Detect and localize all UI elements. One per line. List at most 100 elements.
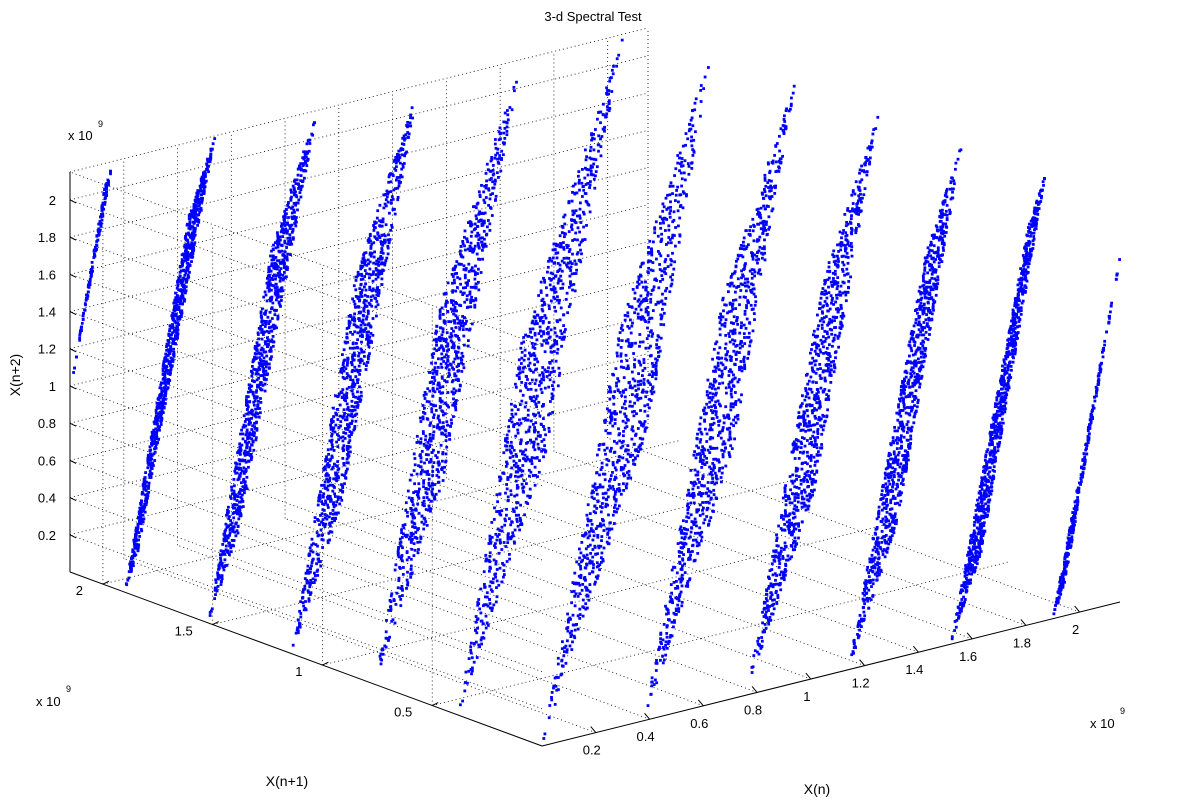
- data-point: [756, 642, 760, 646]
- data-point: [906, 454, 910, 458]
- data-point: [956, 157, 960, 161]
- data-point: [743, 366, 747, 369]
- data-point: [730, 447, 734, 450]
- data-point: [1109, 310, 1112, 314]
- data-point: [760, 636, 763, 639]
- data-point: [691, 124, 695, 128]
- data-point: [750, 254, 754, 257]
- data-point: [954, 161, 958, 165]
- data-point: [973, 520, 976, 524]
- data-point: [997, 444, 1001, 448]
- data-point: [627, 418, 630, 422]
- data-point: [877, 544, 880, 548]
- data-point: [892, 452, 896, 456]
- data-point: [789, 104, 793, 108]
- data-point: [978, 522, 982, 526]
- data-point: [898, 397, 901, 401]
- data-point: [885, 489, 888, 493]
- data-point: [753, 270, 757, 274]
- data-point: [767, 179, 771, 182]
- data-point: [670, 568, 674, 572]
- data-point: [899, 438, 902, 442]
- data-point: [718, 327, 722, 331]
- data-point: [921, 309, 925, 313]
- data-point: [700, 535, 704, 539]
- data-point: [805, 425, 809, 428]
- data-point: [1011, 339, 1015, 343]
- grid-line: [69, 534, 543, 710]
- data-point: [793, 479, 796, 483]
- data-point: [626, 460, 630, 464]
- data-point: [986, 509, 990, 513]
- data-point: [1011, 360, 1015, 364]
- data-point: [679, 590, 683, 594]
- data-point: [1021, 292, 1025, 296]
- data-point: [650, 335, 654, 338]
- data-point: [991, 468, 995, 472]
- data-point: [771, 159, 775, 163]
- data-point: [881, 549, 884, 553]
- data-point: [936, 246, 940, 250]
- data-point: [611, 461, 615, 464]
- data-point: [607, 527, 611, 531]
- data-point: [619, 327, 623, 330]
- data-point: [638, 361, 642, 364]
- data-point: [617, 487, 621, 490]
- data-point: [889, 538, 893, 541]
- data-point: [941, 241, 944, 244]
- data-point: [696, 531, 700, 535]
- data-point: [553, 703, 557, 706]
- data-point: [616, 354, 619, 358]
- data-point: [825, 415, 829, 419]
- data-point: [993, 424, 996, 428]
- data-point: [757, 249, 761, 253]
- data-point: [891, 436, 895, 439]
- data-point: [894, 522, 898, 526]
- data-point: [613, 503, 617, 507]
- data-point: [621, 419, 625, 423]
- data-point: [637, 380, 640, 383]
- data-point: [797, 524, 800, 528]
- data-point: [733, 331, 737, 335]
- data-point: [976, 498, 979, 502]
- data-point: [623, 473, 627, 477]
- data-point: [701, 458, 705, 462]
- data-point: [917, 299, 920, 303]
- data-point: [695, 510, 699, 514]
- data-point: [654, 669, 658, 672]
- data-point: [608, 386, 612, 390]
- data-point: [943, 199, 947, 202]
- data-point: [533, 331, 537, 335]
- data-point: [707, 489, 711, 493]
- data-point: [917, 361, 921, 364]
- data-point: [1066, 536, 1070, 540]
- grid-line: [500, 464, 973, 640]
- data-point: [834, 262, 837, 266]
- data-point: [600, 506, 604, 509]
- data-point: [561, 640, 564, 644]
- data-point: [768, 616, 772, 619]
- data-point: [697, 543, 701, 547]
- data-point: [903, 370, 907, 374]
- data-point: [884, 473, 888, 477]
- data-point: [1015, 333, 1018, 337]
- data-point: [825, 302, 829, 306]
- data-point: [922, 277, 925, 280]
- data-point: [590, 570, 594, 574]
- data-point: [1016, 331, 1019, 335]
- data-point: [738, 351, 741, 354]
- data-point: [877, 562, 881, 565]
- data-point: [998, 401, 1002, 404]
- data-point: [807, 499, 811, 503]
- data-point: [762, 600, 766, 604]
- data-point: [836, 263, 840, 267]
- data-point: [642, 381, 646, 385]
- data-point: [839, 244, 843, 248]
- data-point: [759, 272, 763, 276]
- data-point: [566, 639, 569, 643]
- data-point: [671, 601, 674, 605]
- data-point: [1008, 360, 1012, 364]
- data-point: [985, 463, 989, 467]
- data-point: [624, 421, 628, 425]
